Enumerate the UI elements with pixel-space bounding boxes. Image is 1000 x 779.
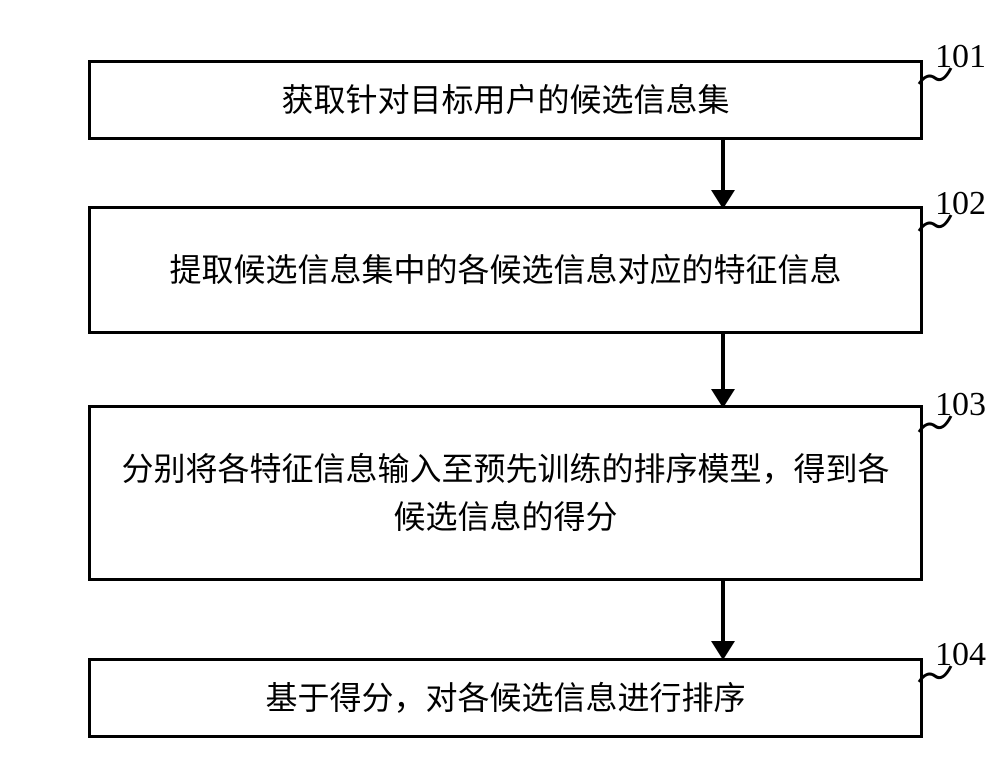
flow-arrow	[50, 140, 950, 209]
flow-node-101: 获取针对目标用户的候选信息集	[88, 60, 923, 140]
flow-node-box: 获取针对目标用户的候选信息集	[88, 60, 923, 140]
arrow-head-icon	[711, 641, 735, 660]
flow-node-103: 分别将各特征信息输入至预先训练的排序模型，得到各候选信息的得分	[88, 405, 923, 581]
flow-arrow	[50, 334, 950, 408]
arrow-line	[721, 334, 725, 389]
flow-node-text: 基于得分，对各候选信息进行排序	[265, 674, 745, 722]
flow-arrow	[50, 581, 950, 660]
squiggle-connector	[915, 654, 965, 694]
flow-node-box: 提取候选信息集中的各候选信息对应的特征信息	[88, 206, 923, 334]
arrow-head-icon	[711, 190, 735, 209]
flow-node-text: 提取候选信息集中的各候选信息对应的特征信息	[169, 246, 841, 294]
flow-node-text: 获取针对目标用户的候选信息集	[281, 76, 729, 124]
flow-node-box: 基于得分，对各候选信息进行排序	[88, 658, 923, 738]
flow-node-104: 基于得分，对各候选信息进行排序	[88, 658, 923, 738]
squiggle-connector	[915, 404, 965, 444]
squiggle-connector	[915, 56, 965, 96]
arrow-line	[721, 140, 725, 190]
arrow-head-icon	[711, 389, 735, 408]
squiggle-connector	[915, 203, 965, 243]
flow-node-text: 分别将各特征信息输入至预先训练的排序模型，得到各候选信息的得分	[111, 445, 900, 541]
arrow-line	[721, 581, 725, 641]
flow-node-box: 分别将各特征信息输入至预先训练的排序模型，得到各候选信息的得分	[88, 405, 923, 581]
flow-node-102: 提取候选信息集中的各候选信息对应的特征信息	[88, 206, 923, 334]
